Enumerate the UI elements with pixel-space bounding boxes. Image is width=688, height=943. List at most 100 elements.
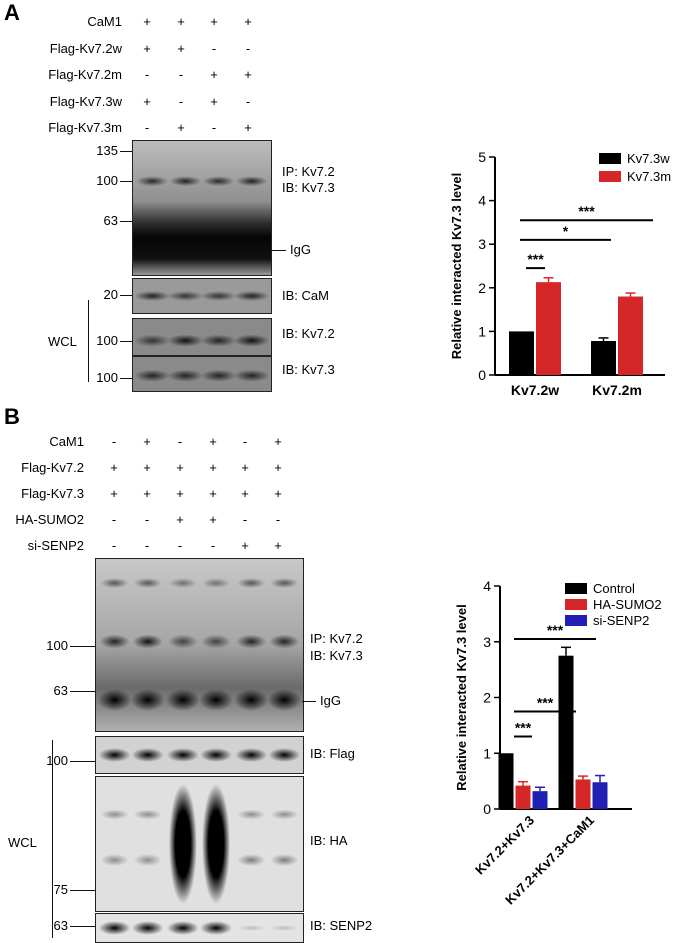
- condition-sign: +: [274, 538, 282, 553]
- wcl-blot-label: IB: SENP2: [310, 918, 373, 933]
- mw-marker: 63: [103, 213, 118, 228]
- y-tick-label: 2: [483, 690, 491, 706]
- wcl-bracket: [52, 740, 53, 938]
- x-tick-label: Kv7.2m: [592, 382, 642, 398]
- condition-sign: +: [143, 40, 151, 56]
- mw-marker: 100: [96, 173, 118, 188]
- y-tick-label: 4: [483, 578, 491, 594]
- condition-label: Flag-Kv7.3: [21, 486, 84, 501]
- condition-sign: +: [143, 460, 151, 475]
- condition-label: Flag-Kv7.3m: [48, 120, 122, 135]
- mw-marker: 100: [46, 753, 68, 768]
- wcl-blot-kv72: [132, 318, 272, 356]
- wcl-blot-flag: [95, 736, 304, 774]
- condition-sign: -: [245, 40, 251, 56]
- condition-sign: +: [274, 434, 282, 449]
- wcl-blot-label: IB: Kv7.2: [282, 326, 335, 341]
- condition-sign: +: [143, 14, 151, 29]
- condition-sign: +: [209, 460, 217, 475]
- condition-sign: +: [210, 14, 218, 29]
- significance-label: ***: [578, 203, 595, 219]
- condition-sign: -: [144, 67, 150, 82]
- condition-sign: -: [144, 512, 150, 527]
- igg-label: IgG: [320, 693, 341, 708]
- significance-label: *: [563, 223, 569, 239]
- condition-sign: -: [111, 512, 117, 527]
- wcl-blot-label: IB: HA: [310, 833, 348, 848]
- legend-label: Kv7.3w: [627, 151, 670, 166]
- condition-sign: -: [242, 512, 248, 527]
- wcl-label: WCL: [8, 835, 37, 850]
- mw-marker: 100: [46, 638, 68, 653]
- wcl-blot-label: IB: Flag: [310, 746, 355, 761]
- bar: [536, 282, 561, 375]
- condition-sign: +: [110, 486, 118, 501]
- condition-sign: -: [144, 120, 150, 135]
- condition-sign: -: [144, 538, 150, 553]
- mw-tick: [120, 221, 132, 222]
- legend-swatch: [599, 171, 621, 182]
- legend-label: si-SENP2: [593, 613, 649, 628]
- significance-label: ***: [547, 622, 564, 638]
- condition-sign: -: [242, 434, 248, 449]
- condition-sign: +: [209, 434, 217, 449]
- x-tick-label: Kv7.2+Kv7.3: [472, 813, 537, 878]
- condition-sign: +: [177, 40, 185, 56]
- significance-label: ***: [537, 694, 554, 710]
- condition-sign: -: [178, 67, 184, 82]
- mw-marker: 100: [96, 333, 118, 348]
- bar: [591, 340, 616, 375]
- condition-sign: -: [245, 93, 251, 109]
- y-tick-label: 3: [478, 236, 486, 252]
- mw-tick: [120, 341, 132, 342]
- y-tick-label: 1: [483, 745, 491, 761]
- condition-sign: -: [177, 538, 183, 553]
- legend-label: Kv7.3m: [627, 169, 671, 184]
- y-tick-label: 2: [478, 280, 486, 296]
- y-tick-label: 0: [483, 801, 491, 817]
- condition-sign: +: [176, 460, 184, 475]
- ip-label: IP: Kv7.2: [310, 631, 363, 646]
- condition-sign: +: [209, 486, 217, 501]
- wcl-blot-cam: [132, 278, 272, 314]
- condition-sign: +: [244, 120, 252, 135]
- panel-b-letter: B: [4, 404, 20, 429]
- condition-label: si-SENP2: [27, 538, 84, 553]
- y-tick-label: 5: [478, 149, 486, 165]
- condition-label: Flag-Kv7.2: [21, 460, 84, 475]
- legend-label: HA-SUMO2: [593, 597, 662, 612]
- bar: [618, 296, 643, 375]
- ip-blot-b: [95, 558, 304, 732]
- panel-a-letter: A: [4, 0, 20, 25]
- bar: [575, 779, 591, 809]
- condition-sign: -: [210, 538, 216, 553]
- chart-a: 0 1 2 3 4 5 Relative interacted Kv7.3 level Kv7…: [449, 149, 671, 398]
- bar: [532, 791, 548, 809]
- mw-tick: [120, 151, 132, 152]
- chart-b: 0 1 2 3 4 Relative interacted Kv7.3 level Kv7.…: [456, 578, 662, 907]
- igg-tick: [302, 701, 316, 702]
- condition-sign: -: [177, 434, 183, 449]
- igg-label: IgG: [290, 242, 311, 257]
- condition-sign: +: [209, 512, 217, 527]
- condition-sign: -: [275, 512, 281, 527]
- y-axis-label: Relative interacted Kv7.3 level: [456, 604, 469, 790]
- mw-tick: [120, 181, 132, 182]
- condition-sign: -: [211, 40, 217, 56]
- ip-blot-a: [132, 140, 272, 276]
- wcl-blot-kv73: [132, 356, 272, 392]
- legend-swatch: [565, 583, 587, 594]
- mw-tick: [70, 691, 95, 692]
- condition-label: Flag-Kv7.2m: [48, 67, 122, 82]
- condition-label: Flag-Kv7.3w: [49, 93, 122, 109]
- condition-sign: +: [274, 486, 282, 501]
- y-axis-label: Relative interacted Kv7.3 level: [449, 173, 464, 359]
- condition-sign: +: [241, 538, 249, 553]
- legend-label: Control: [593, 581, 635, 596]
- condition-sign: +: [110, 460, 118, 475]
- wcl-label: WCL: [48, 334, 77, 349]
- bar: [558, 655, 574, 809]
- legend-swatch: [565, 599, 587, 610]
- bar: [592, 782, 608, 809]
- mw-tick: [70, 646, 95, 647]
